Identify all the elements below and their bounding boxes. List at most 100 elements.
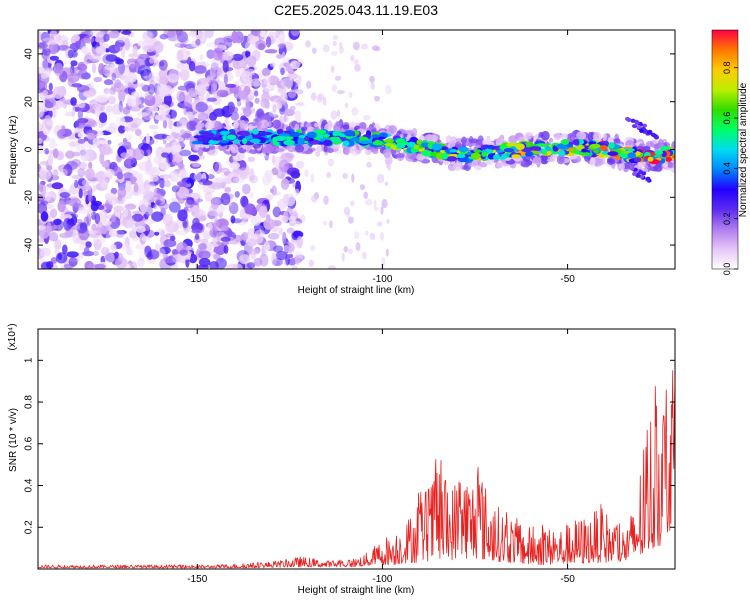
spectrogram-cell: [237, 77, 248, 84]
spectrogram-cell: [141, 235, 150, 242]
snr-y-tick-label: 0.4: [24, 478, 35, 492]
spectrogram-cell: [458, 146, 469, 152]
spectrogram-cell: [105, 105, 113, 113]
spectrogram-cell: [244, 203, 256, 216]
spectrogram-cell: [259, 30, 266, 38]
spectrogram-cell: [248, 248, 260, 255]
spectrogram-cell: [63, 263, 74, 269]
spectrogram-cell: [214, 177, 227, 183]
spectrogram-cell: [385, 84, 392, 95]
spectrogram-cell: [94, 212, 101, 225]
spectrogram-cell: [230, 215, 236, 224]
snr-y-tick-label: 0.2: [24, 520, 35, 534]
spectrogram-cell: [271, 154, 276, 164]
spectrogram-cell: [125, 156, 136, 166]
spectrogram-cell: [323, 195, 329, 205]
spectrogram-cell: [168, 152, 173, 163]
spectrogram-cell: [110, 187, 118, 195]
spectrogram-cell: [148, 72, 155, 84]
spectrogram-cell: [342, 140, 350, 147]
spectrogram-cell: [310, 173, 314, 183]
spectrogram-cell: [122, 243, 128, 252]
spectrogram-cell: [529, 146, 542, 151]
spectrogram-cell: [172, 254, 184, 264]
spectrogram-cell: [38, 66, 46, 74]
spectrogram-cell: [248, 192, 254, 199]
spectrogram-cell: [525, 151, 534, 157]
spectrogram-cell: [262, 87, 270, 94]
spectrogram-cell: [443, 160, 450, 166]
spectrogram-cell: [128, 230, 137, 239]
spectrogram-cell: [104, 192, 117, 202]
spectrogram-cell: [80, 37, 92, 44]
spectrogram-cell: [274, 135, 287, 141]
spectrogram-cell: [158, 202, 169, 211]
spectrogram-cell: [316, 145, 321, 153]
spectrogram-cell: [236, 220, 248, 226]
spectrogram-cell: [281, 89, 287, 98]
spectrogram-cell: [206, 97, 218, 102]
spectrogram-cell: [192, 162, 201, 168]
spectrogram-cell: [252, 37, 259, 42]
spectrogram-cell: [541, 148, 548, 154]
spectrogram-cell: [177, 48, 190, 62]
spectrogram-cell: [452, 162, 463, 171]
spectrogram-cell: [116, 230, 127, 235]
spectrogram-cell: [122, 215, 135, 229]
spectrogram-cell: [206, 49, 215, 59]
spectrogram-cell: [175, 30, 183, 37]
spectrogram-cell: [230, 218, 243, 224]
spectrogram-cell: [372, 140, 384, 146]
spectrogram-cell: [63, 164, 73, 176]
spectrogram-cell: [546, 150, 552, 156]
spectrogram-cell: [455, 141, 462, 149]
spectrogram-cell: [304, 136, 310, 141]
spectrogram-cell: [110, 214, 117, 223]
spectrogram-cell: [361, 43, 369, 50]
spectrogram-cell: [263, 74, 271, 86]
spectrogram-cell: [294, 255, 301, 266]
spectrogram-cell: [188, 154, 200, 161]
spectrogram-cell: [133, 182, 139, 193]
spectrogram-cell: [135, 128, 142, 136]
spectrogram-panel: -150 -100 -50 -40 -20 0 20 40 Height of straig…: [8, 29, 676, 296]
spectrogram-cell: [229, 161, 241, 170]
spectrogram-cell: [607, 151, 619, 156]
colorbar: 0.0 0.2 0.4 0.6 0.8 Normalized spectral ampl…: [711, 29, 749, 275]
spectrogram-cell: [288, 253, 294, 259]
spectrogram-cell: [328, 220, 333, 229]
spectrogram-cell: [282, 231, 287, 245]
spectrogram-cell: [81, 179, 90, 187]
spectrogram-cell: [186, 120, 198, 132]
spectrogram-cell: [151, 211, 164, 222]
spectrogram-cell: [317, 93, 325, 102]
spectrogram-cell: [209, 168, 216, 176]
spectrogram-cell: [344, 102, 349, 109]
spectrogram-cell: [257, 43, 265, 51]
spectrogram-cell: [220, 236, 231, 242]
spectrogram-cell: [608, 142, 615, 149]
spectrogram-cell: [152, 204, 158, 210]
spectrogram-cell: [131, 91, 139, 97]
spectrogram-cell: [258, 205, 268, 219]
spectrogram-cell: [224, 186, 232, 193]
spectrogram-cell: [85, 184, 92, 191]
spectrogram-y-axis-label: Frequency (Hz): [8, 116, 19, 185]
spectrogram-cell: [332, 34, 339, 41]
spectrogram-cell: [334, 126, 340, 131]
spectrogram-cell: [247, 238, 257, 247]
spectrogram-cell: [84, 168, 96, 181]
spectrogram-cell: [74, 179, 79, 189]
spectrogram-cell: [46, 222, 52, 235]
spectrogram-cell: [309, 244, 316, 252]
spectrogram-cell: [197, 137, 203, 142]
spectrogram-cell: [348, 248, 353, 254]
spectrogram-cell: [51, 182, 64, 190]
spectrogram-cell: [523, 134, 532, 140]
spectrogram-cell: [141, 105, 151, 117]
spectrogram-cell: [359, 140, 371, 145]
spectrogram-cell: [139, 198, 148, 212]
spectrogram-cell: [396, 153, 406, 159]
spectrogram-cell: [280, 67, 285, 76]
spectrogram-cell: [351, 107, 359, 116]
